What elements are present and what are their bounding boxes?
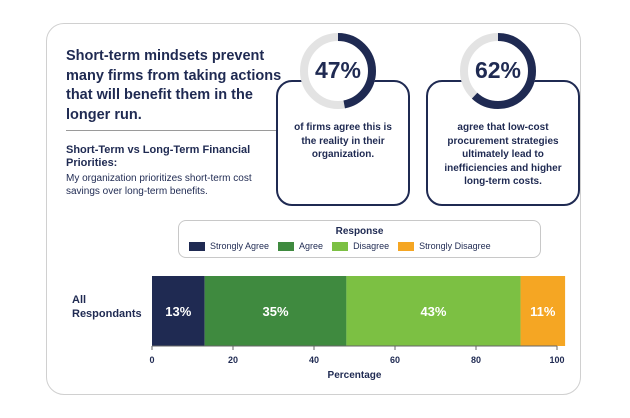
row-label-line-2: Respondants xyxy=(72,308,142,320)
x-tick-label: 100 xyxy=(549,355,564,365)
legend-items: Strongly Agree Agree Disagree Strongly Disa… xyxy=(189,241,500,251)
legend-item: Agree xyxy=(278,241,323,251)
legend-swatch xyxy=(189,241,205,251)
bar-data-label: 11% xyxy=(530,304,556,319)
stat-description-1: of firms agree this is the reality in th… xyxy=(294,122,392,160)
legend-swatch xyxy=(332,241,349,251)
stat-percent-1: 47% xyxy=(314,57,362,83)
survey-statement: My organization prioritizes short-term c… xyxy=(66,173,252,197)
stat-donut-1 xyxy=(300,33,376,109)
chart-legend: Response Strongly Agree Agree Disagree Stro… xyxy=(178,220,541,258)
x-axis-title: Percentage xyxy=(328,370,382,381)
subheading: Short-Term vs Long-Term Financial Priori… xyxy=(66,144,251,169)
stat-donut-2 xyxy=(460,33,536,109)
x-tick-label: 20 xyxy=(228,355,238,365)
legend-title: Response xyxy=(335,226,384,237)
legend-label: Disagree xyxy=(353,241,390,251)
legend-label: Agree xyxy=(299,241,324,251)
bar-data-label: 35% xyxy=(263,304,289,319)
legend-swatch xyxy=(278,241,295,251)
legend-label: Strongly Agree xyxy=(210,241,270,251)
x-tick-label: 40 xyxy=(309,355,319,365)
stat-donut-1-arc xyxy=(300,33,376,109)
bar-data-label: 43% xyxy=(420,304,446,319)
bar-segment xyxy=(346,276,521,346)
bar-segment xyxy=(152,276,205,346)
bar-segment xyxy=(520,276,566,346)
bar-segment xyxy=(204,276,347,346)
stat-donut-2-arc xyxy=(460,33,536,109)
legend-swatch xyxy=(398,241,415,251)
row-label-line-1: All xyxy=(72,294,87,306)
headline: Short-term mindsets prevent many firms f… xyxy=(66,48,282,123)
legend-item: Strongly Agree xyxy=(189,241,269,251)
stat-percent-2: 62% xyxy=(474,57,522,83)
legend-item: Disagree xyxy=(332,241,389,251)
x-tick-label: 80 xyxy=(471,355,481,365)
divider xyxy=(66,130,276,131)
bar-data-label: 13% xyxy=(165,304,191,319)
x-tick-label: 0 xyxy=(149,355,154,365)
stat-description-2: agree that low-cost procurement strategi… xyxy=(444,122,562,187)
legend-label: Strongly Disagree xyxy=(419,241,491,251)
legend-item: Strongly Disagree xyxy=(398,241,491,251)
x-tick-label: 60 xyxy=(390,355,400,365)
row-label: All Respondants xyxy=(72,293,142,321)
